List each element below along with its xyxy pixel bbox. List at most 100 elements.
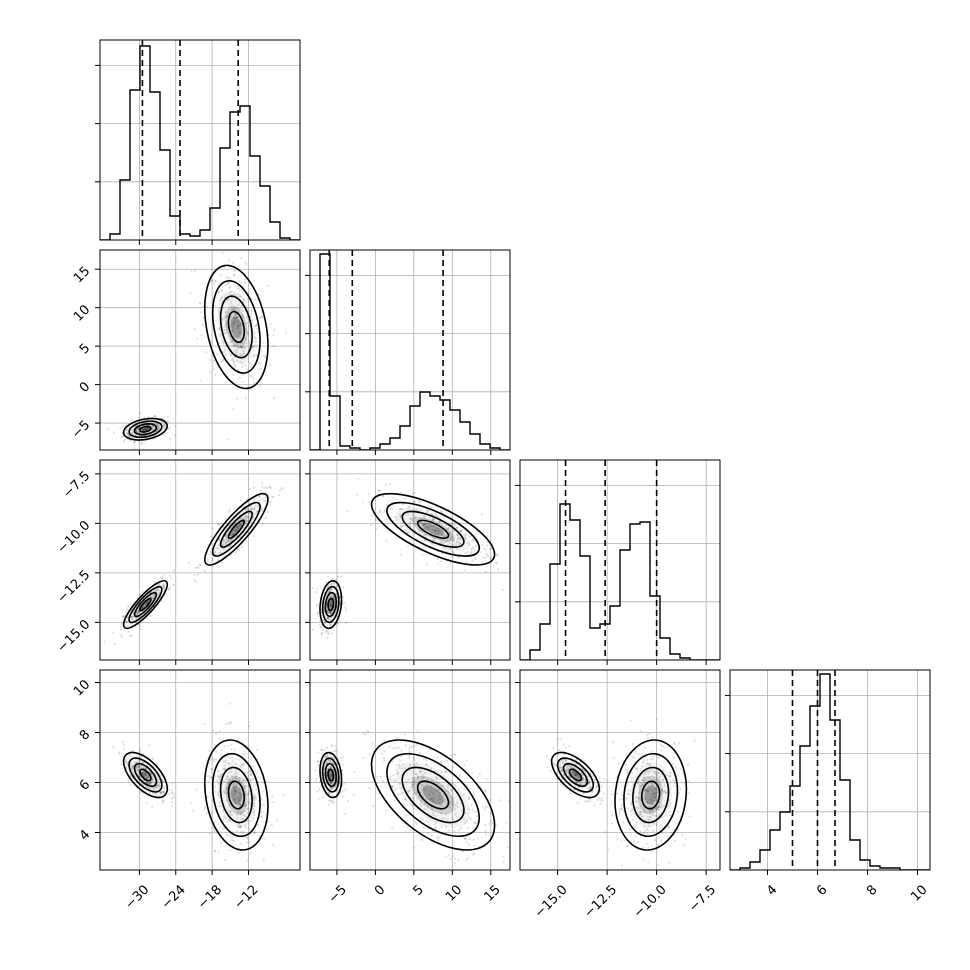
scatter-point bbox=[161, 577, 164, 580]
scatter-point bbox=[633, 825, 636, 829]
scatter-point bbox=[255, 354, 258, 357]
scatter-point bbox=[664, 791, 668, 794]
scatter-point bbox=[639, 781, 643, 785]
scatter-point bbox=[638, 807, 642, 810]
contour-1-3 bbox=[614, 739, 688, 851]
scatter-point bbox=[167, 427, 170, 430]
scatter-point bbox=[432, 518, 435, 521]
panel-1-1 bbox=[305, 249, 511, 455]
scatter-point bbox=[653, 838, 656, 841]
scatter-point bbox=[238, 851, 241, 854]
scatter-point bbox=[170, 801, 174, 804]
scatter-point bbox=[484, 789, 487, 792]
scatter-point bbox=[157, 428, 160, 431]
scatter-point bbox=[579, 783, 582, 786]
scatter-point bbox=[635, 821, 638, 824]
scatter-point bbox=[250, 508, 254, 511]
scatter-point bbox=[471, 771, 474, 774]
scatter-point bbox=[651, 813, 654, 817]
scatter-point bbox=[639, 784, 642, 788]
scatter-point bbox=[654, 792, 657, 795]
scatter-point bbox=[657, 805, 660, 808]
scatter-point bbox=[326, 616, 329, 619]
scatter-point bbox=[131, 615, 135, 618]
scatter-point bbox=[219, 297, 222, 300]
scatter-point bbox=[227, 782, 230, 785]
scatter-point bbox=[402, 503, 405, 506]
scatter-point bbox=[436, 515, 439, 518]
scatter-point bbox=[203, 569, 206, 573]
scatter-point bbox=[593, 778, 596, 782]
scatter-point bbox=[224, 767, 227, 771]
scatter-point bbox=[650, 768, 654, 771]
scatter-point bbox=[135, 612, 138, 616]
scatter-point bbox=[484, 557, 487, 560]
scatter-point bbox=[271, 843, 274, 847]
scatter-point bbox=[151, 597, 154, 600]
scatter-point bbox=[224, 325, 227, 328]
scatter-point bbox=[467, 798, 470, 801]
scatter-point bbox=[582, 776, 585, 780]
scatter-point bbox=[235, 783, 238, 786]
scatter-point bbox=[336, 575, 340, 578]
xtick-label: 10 bbox=[443, 882, 465, 904]
scatter-point bbox=[332, 582, 335, 585]
scatter-point bbox=[329, 765, 333, 768]
scatter-point bbox=[676, 774, 679, 778]
scatter-point bbox=[237, 799, 240, 802]
scatter-point bbox=[440, 524, 444, 527]
scatter-point bbox=[242, 762, 245, 765]
scatter-point bbox=[203, 806, 207, 809]
scatter-point bbox=[437, 562, 440, 565]
scatter-point bbox=[443, 534, 446, 537]
scatter-point bbox=[449, 537, 452, 540]
scatter-point bbox=[471, 547, 474, 550]
scatter-point bbox=[625, 763, 628, 766]
scatter-point bbox=[226, 315, 229, 318]
scatter-point bbox=[246, 332, 250, 335]
scatter-point bbox=[327, 792, 331, 795]
scatter-point bbox=[252, 279, 256, 283]
scatter-point bbox=[645, 842, 648, 845]
scatter-point bbox=[596, 798, 599, 801]
scatter-point bbox=[270, 495, 274, 498]
scatter-point bbox=[260, 816, 263, 819]
scatter-point bbox=[133, 440, 137, 443]
scatter-point bbox=[251, 363, 254, 366]
scatter-point bbox=[641, 815, 645, 818]
scatter-point bbox=[423, 538, 426, 542]
scatter-point bbox=[620, 804, 623, 807]
density-fill bbox=[411, 516, 455, 542]
scatter-point bbox=[679, 787, 682, 790]
scatter-point bbox=[553, 764, 557, 767]
scatter-point bbox=[255, 346, 258, 349]
scatter-point bbox=[433, 823, 436, 826]
scatter-point bbox=[637, 796, 640, 800]
scatter-point bbox=[616, 838, 619, 841]
scatter-point bbox=[326, 612, 330, 615]
scatter-point bbox=[156, 589, 159, 592]
scatter-point bbox=[392, 747, 395, 750]
scatter-point bbox=[639, 829, 642, 833]
scatter-point bbox=[329, 596, 332, 599]
scatter-point bbox=[452, 529, 456, 533]
scatter-point bbox=[236, 325, 239, 328]
scatter-point bbox=[438, 520, 441, 523]
scatter-point bbox=[256, 331, 259, 334]
scatter-point bbox=[218, 730, 221, 733]
contour-0-2 bbox=[128, 585, 163, 624]
scatter-point bbox=[452, 538, 455, 542]
scatter-point bbox=[567, 744, 570, 748]
scatter-point bbox=[233, 791, 236, 794]
scatter-point bbox=[412, 757, 416, 760]
scatter-point bbox=[170, 791, 173, 795]
scatter-point bbox=[464, 536, 467, 539]
scatter-point bbox=[444, 524, 447, 527]
scatter-point bbox=[663, 784, 666, 787]
scatter-point bbox=[564, 769, 567, 772]
scatter-point bbox=[440, 511, 443, 514]
scatter-point bbox=[645, 787, 648, 790]
scatter-point bbox=[413, 763, 416, 766]
scatter-point bbox=[661, 745, 664, 748]
scatter-point bbox=[120, 629, 123, 632]
